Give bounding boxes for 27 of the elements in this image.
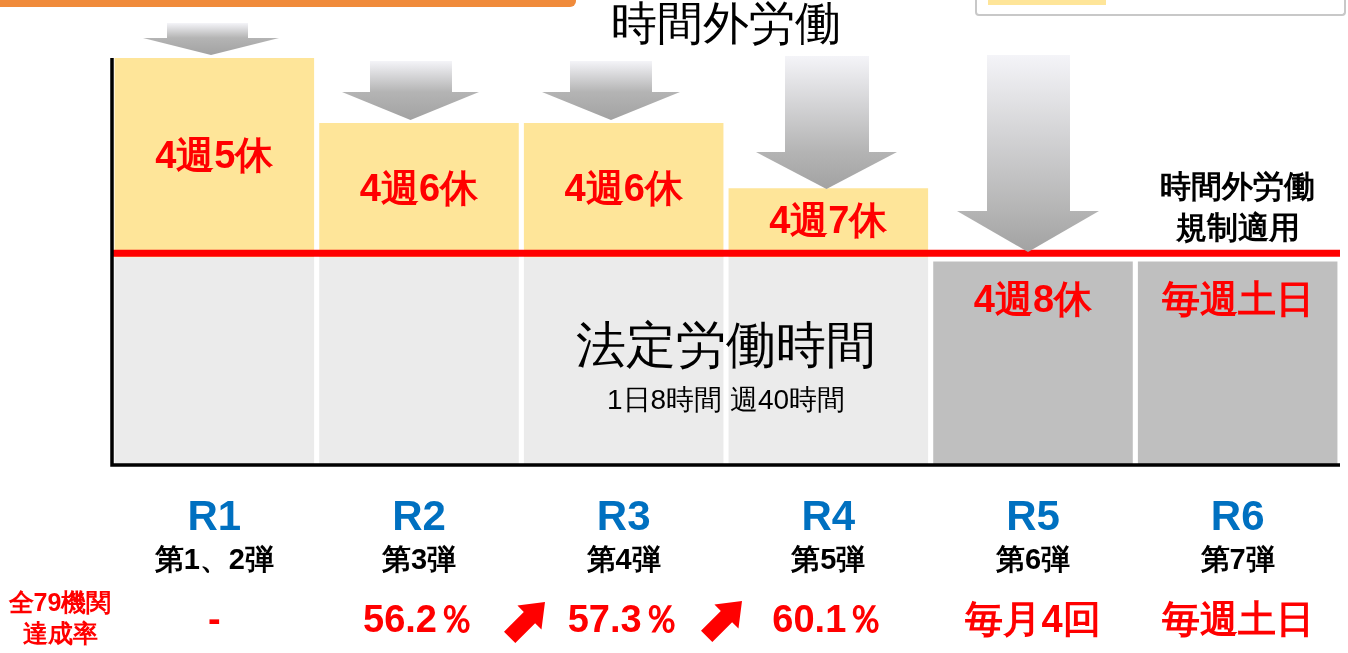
x-tick-label: R4 第5弾	[790, 491, 866, 575]
x-tick-label: R1 第1、2弾	[153, 491, 274, 575]
annotation: 4週5休	[155, 134, 275, 177]
text: 全79機関達成率	[7, 587, 112, 647]
x-tick-label: R5 第6弾	[994, 491, 1071, 575]
x-tick-label: R3 第4弾	[585, 491, 661, 575]
bar	[1137, 261, 1338, 465]
x-tick-label: R2 第3弾	[380, 491, 457, 575]
annotation: 4週6休	[564, 166, 684, 209]
text: 毎月4回	[964, 598, 1101, 641]
text: 60.1％	[772, 598, 885, 641]
annotation: 4週8休	[973, 277, 1094, 320]
bar	[933, 261, 1133, 465]
bar	[114, 257, 315, 465]
x-tick-label: R6 第7弾	[1199, 491, 1275, 575]
annotation: 4週6休	[359, 166, 480, 209]
annotation: 4週7休	[769, 199, 889, 242]
chart-title: 時間外労働	[611, 0, 841, 49]
annotation: 時間外労働規制適用	[1160, 168, 1316, 245]
annotation: 法定労働時間	[576, 316, 876, 373]
text: 56.2％	[363, 598, 475, 641]
annotation: 1日8時間 週40時間	[606, 383, 846, 415]
bar	[319, 257, 519, 465]
text: 毎週土日	[1160, 598, 1314, 641]
annotation: 毎週土日	[1160, 277, 1314, 320]
text: 57.3％	[567, 598, 680, 641]
text: -	[208, 598, 221, 641]
